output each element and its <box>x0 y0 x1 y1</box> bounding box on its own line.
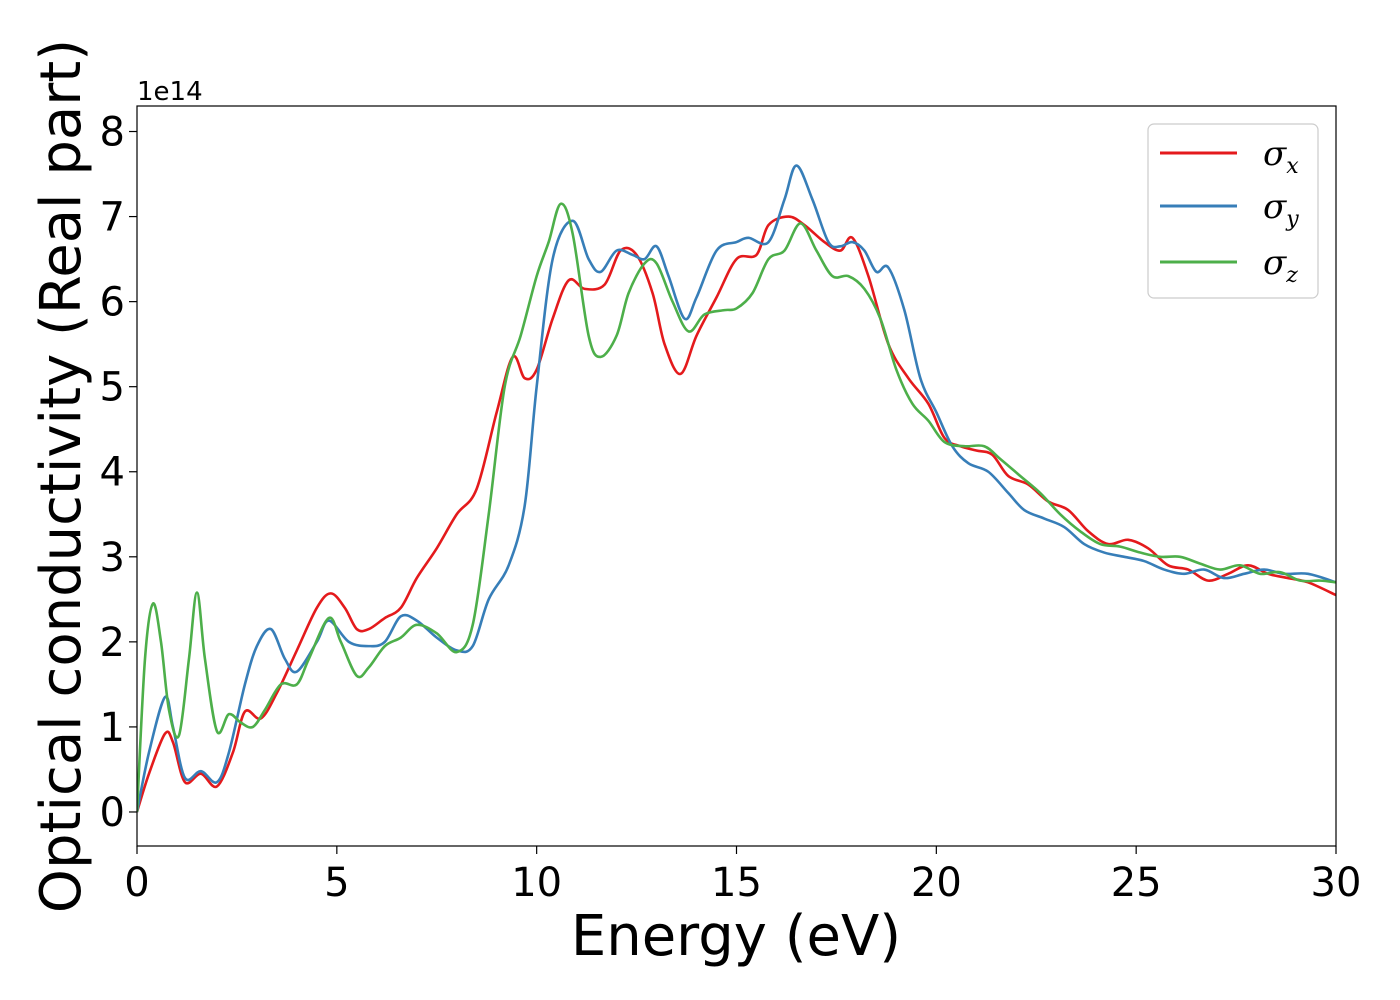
x-tick-label: 10 <box>511 860 562 906</box>
x-tick-label: 25 <box>1111 860 1162 906</box>
series-line-sigma-z <box>137 202 1336 813</box>
y-tick-label: 7 <box>100 195 125 241</box>
y-tick-label: 8 <box>100 110 125 156</box>
offset-label: 1e14 <box>137 77 203 107</box>
series-line-sigma-x <box>137 215 1336 813</box>
legend-box <box>1147 123 1319 299</box>
x-tick-label: 0 <box>124 860 149 906</box>
plot-layer <box>137 164 1336 813</box>
y-tick-label: 2 <box>100 620 125 666</box>
y-tick-label: 6 <box>100 280 125 326</box>
y-axis-label: Optical conductivity (Real part) <box>29 39 94 913</box>
x-tick-label: 5 <box>324 860 349 906</box>
plot-frame <box>136 105 1337 847</box>
legend-label-sigma-z: σz <box>1263 243 1298 288</box>
y-tick-label: 1 <box>100 705 125 751</box>
x-axis-label: Energy (eV) <box>571 904 901 969</box>
x-tick-label: 15 <box>711 860 762 906</box>
y-tick-label: 0 <box>100 790 125 836</box>
y-tick-label: 3 <box>100 535 125 581</box>
y-tick-label: 5 <box>100 365 125 411</box>
x-tick-label: 20 <box>911 860 962 906</box>
y-tick-label: 4 <box>100 450 125 496</box>
x-tick-label: 30 <box>1311 860 1362 906</box>
ticks-layer: 0 5 10 15 20 25 30 0 1 2 3 4 5 6 7 8 <box>100 110 1362 906</box>
series-line-sigma-y <box>137 164 1336 813</box>
legend-label-sigma-y: σy <box>1263 187 1299 232</box>
legend: σx σy σz <box>1147 123 1319 299</box>
legend-label-sigma-x: σx <box>1263 134 1299 179</box>
